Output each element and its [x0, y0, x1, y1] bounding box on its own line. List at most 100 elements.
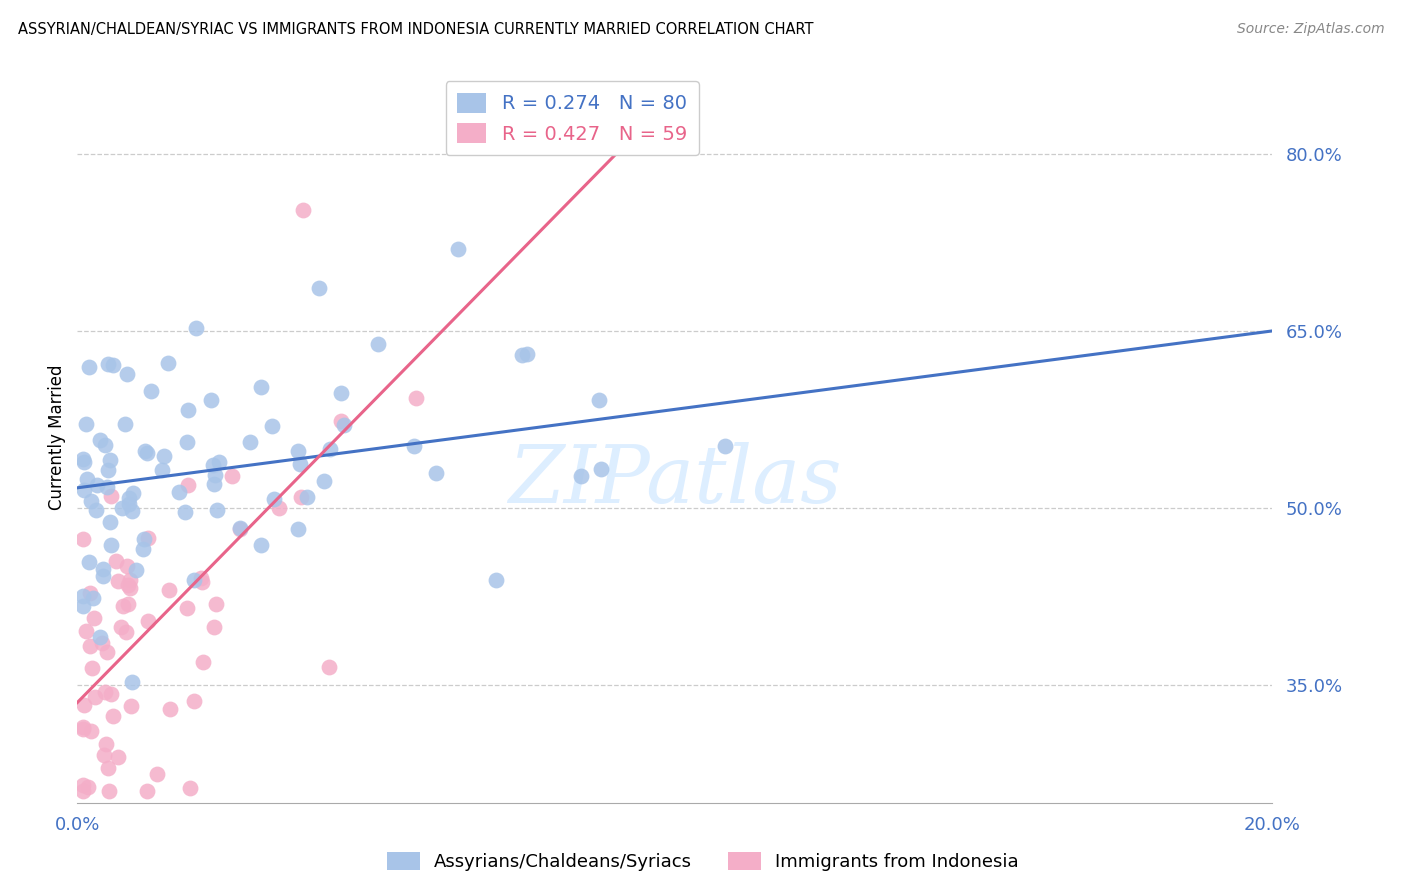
Point [72, 452, 94, 467]
Point [72, 784, 94, 798]
Point [136, 784, 159, 798]
Point [79, 639, 101, 653]
Point [202, 458, 225, 473]
Point [287, 522, 309, 536]
Point [330, 414, 353, 428]
Point [98, 453, 121, 467]
Point [101, 358, 124, 372]
Point [72, 723, 94, 737]
Point [205, 503, 228, 517]
Point [94, 737, 117, 751]
Point [291, 203, 314, 218]
Point [120, 581, 142, 595]
Point [134, 444, 156, 458]
Point [97, 784, 120, 798]
Point [146, 767, 169, 781]
Point [176, 435, 198, 450]
Point [110, 620, 132, 634]
Point [157, 355, 180, 369]
Point [208, 455, 231, 469]
Point [177, 403, 200, 417]
Point [319, 442, 342, 457]
Point [86, 478, 108, 492]
Point [100, 687, 122, 701]
Point [510, 348, 533, 362]
Point [174, 505, 197, 519]
Point [159, 582, 181, 597]
Point [89, 630, 111, 644]
Point [169, 485, 191, 500]
Point [94, 438, 117, 452]
Point [77, 360, 100, 375]
Point [77, 555, 100, 569]
Point [83, 690, 105, 705]
Point [367, 337, 389, 351]
Point [589, 461, 612, 475]
Point [153, 450, 176, 464]
Point [159, 702, 181, 716]
Point [105, 554, 128, 568]
Point [114, 417, 136, 431]
Point [72, 698, 94, 713]
Point [76, 780, 98, 794]
Text: ZIPatlas: ZIPatlas [508, 442, 842, 520]
Point [83, 611, 105, 625]
Point [97, 463, 120, 477]
Point [183, 573, 205, 587]
Point [121, 504, 143, 518]
Point [333, 418, 356, 433]
Point [295, 491, 318, 505]
Point [73, 483, 96, 497]
Point [93, 684, 115, 698]
Point [96, 644, 118, 658]
Point [516, 347, 538, 361]
Point [569, 468, 592, 483]
Point [136, 446, 159, 460]
Point [250, 380, 273, 394]
Point [205, 597, 228, 611]
Point [177, 478, 200, 492]
Point [183, 694, 205, 708]
Point [269, 501, 291, 516]
Point [262, 418, 284, 433]
Point [73, 455, 96, 469]
Point [117, 577, 139, 591]
Point [329, 385, 352, 400]
Point [202, 477, 225, 491]
Point [91, 636, 114, 650]
Point [447, 242, 470, 256]
Point [107, 574, 129, 588]
Point [120, 699, 142, 714]
Point [425, 466, 447, 480]
Point [314, 474, 336, 488]
Point [485, 573, 508, 587]
Point [100, 489, 122, 503]
Point [122, 486, 145, 500]
Point [190, 571, 212, 585]
Point [136, 532, 159, 546]
Point [221, 469, 243, 483]
Point [91, 569, 114, 583]
Point [308, 281, 330, 295]
Point [97, 357, 120, 371]
Point [117, 597, 139, 611]
Point [150, 463, 173, 477]
Point [318, 660, 340, 674]
Point [115, 624, 138, 639]
Point [249, 538, 271, 552]
Text: ASSYRIAN/CHALDEAN/SYRIAC VS IMMIGRANTS FROM INDONESIA CURRENTLY MARRIED CORRELAT: ASSYRIAN/CHALDEAN/SYRIAC VS IMMIGRANTS F… [18, 22, 814, 37]
Point [200, 392, 222, 407]
Point [91, 562, 114, 576]
Point [714, 439, 737, 453]
Point [176, 601, 198, 615]
Point [229, 522, 252, 536]
Point [405, 391, 427, 405]
Point [72, 720, 94, 734]
Point [80, 724, 103, 739]
Point [82, 660, 104, 674]
Point [290, 490, 312, 504]
Text: Source: ZipAtlas.com: Source: ZipAtlas.com [1237, 22, 1385, 37]
Point [72, 599, 94, 613]
Point [72, 532, 94, 546]
Legend: Assyrians/Chaldeans/Syriacs, Immigrants from Indonesia: Assyrians/Chaldeans/Syriacs, Immigrants … [380, 845, 1026, 879]
